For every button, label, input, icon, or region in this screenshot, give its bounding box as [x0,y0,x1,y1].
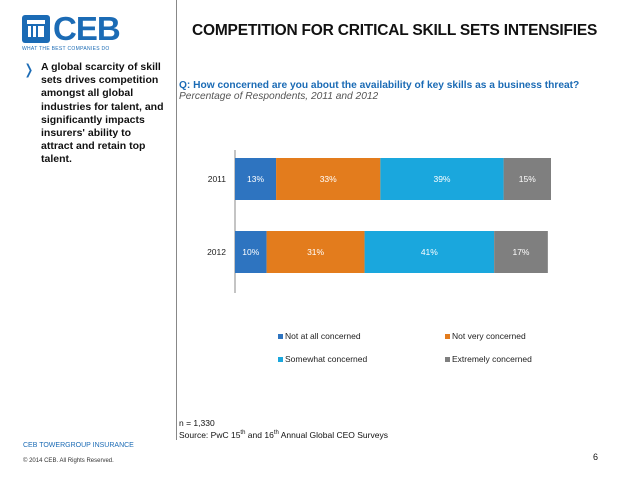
logo-wordmark: CEB [53,10,121,47]
legend-swatch-extremely [445,357,450,363]
data-label-2011-series-1: 33% [320,174,337,184]
category-label-2011: 2011 [208,174,227,184]
data-label-2012-series-0: 10% [242,247,259,257]
category-label-2012: 2012 [207,247,226,257]
legend-item-somewhat: Somewhat concerned [278,354,367,364]
data-label-2011-series-3: 15% [519,174,536,184]
sidebar-callout: A global scarcity of skill sets drives c… [41,61,164,166]
data-label-2011-series-0: 13% [247,174,264,184]
footer-copyright: © 2014 CEB. All Rights Reserved. [23,458,114,464]
legend-swatch-somewhat [278,357,283,363]
legend-item-extremely: Extremely concerned [445,354,532,364]
bar-2011-series-0 [235,158,277,200]
legend-swatch-not-very [445,334,450,340]
source-note: Source: PwC 15th and 16th Annual Global … [179,430,388,440]
bar-2012-series-1 [266,231,365,273]
bar-2011-series-1 [276,158,381,200]
chart-subtitle: Percentage of Respondents, 2011 and 2012 [179,91,379,102]
legend-item-not-at-all: Not at all concerned [278,331,361,341]
bar-2012-series-2 [364,231,495,273]
footer-company: CEB TOWERGROUP INSURANCE [23,442,134,449]
ceb-logo: CEB WHAT THE BEST COMPANIES DO [22,10,142,53]
bar-2011-series-2 [380,158,504,200]
survey-question: Q: How concerned are you about the avail… [179,80,580,91]
data-label-2012-series-1: 31% [307,247,324,257]
legend-swatch-not-at-all [278,334,283,340]
vertical-divider [176,0,177,440]
legend-label: Not at all concerned [285,331,361,341]
slide-title: COMPETITION FOR CRITICAL SKILL SETS INTE… [192,22,598,39]
bar-2011-series-3 [503,158,551,200]
legend-label: Extremely concerned [452,354,532,364]
data-label-2012-series-2: 41% [421,247,438,257]
ceb-building-icon [22,15,50,43]
data-label-2011-series-2: 39% [433,174,450,184]
sample-size: n = 1,330 [179,418,215,428]
chevron-right-icon: ❭ [23,61,35,77]
page-number: 6 [593,452,599,462]
legend-label: Somewhat concerned [285,354,368,364]
data-label-2012-series-3: 17% [512,247,529,257]
logo-tagline: WHAT THE BEST COMPANIES DO [22,46,110,52]
legend-label: Not very concerned [452,331,526,341]
bar-2012-series-0 [235,231,267,273]
stacked-bar-chart: 2011 13% 33% 39% 15% 2012 10% 31% 41% 17% [207,150,551,293]
legend-item-not-very: Not very concerned [445,331,526,341]
bar-2012-series-3 [494,231,548,273]
